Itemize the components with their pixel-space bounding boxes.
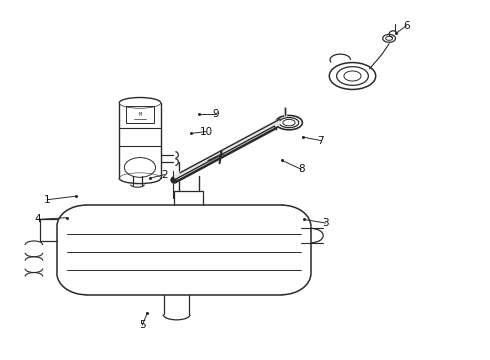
Text: 8: 8 [298, 164, 304, 174]
Text: 3: 3 [322, 218, 329, 228]
Text: M: M [139, 112, 142, 117]
Text: 9: 9 [212, 109, 219, 119]
Text: 6: 6 [403, 21, 410, 31]
Text: 5: 5 [139, 320, 146, 330]
Text: 7: 7 [318, 136, 324, 145]
Text: 2: 2 [161, 170, 168, 180]
Text: 10: 10 [199, 127, 213, 136]
Text: 4: 4 [34, 215, 41, 224]
Text: 1: 1 [44, 195, 50, 205]
